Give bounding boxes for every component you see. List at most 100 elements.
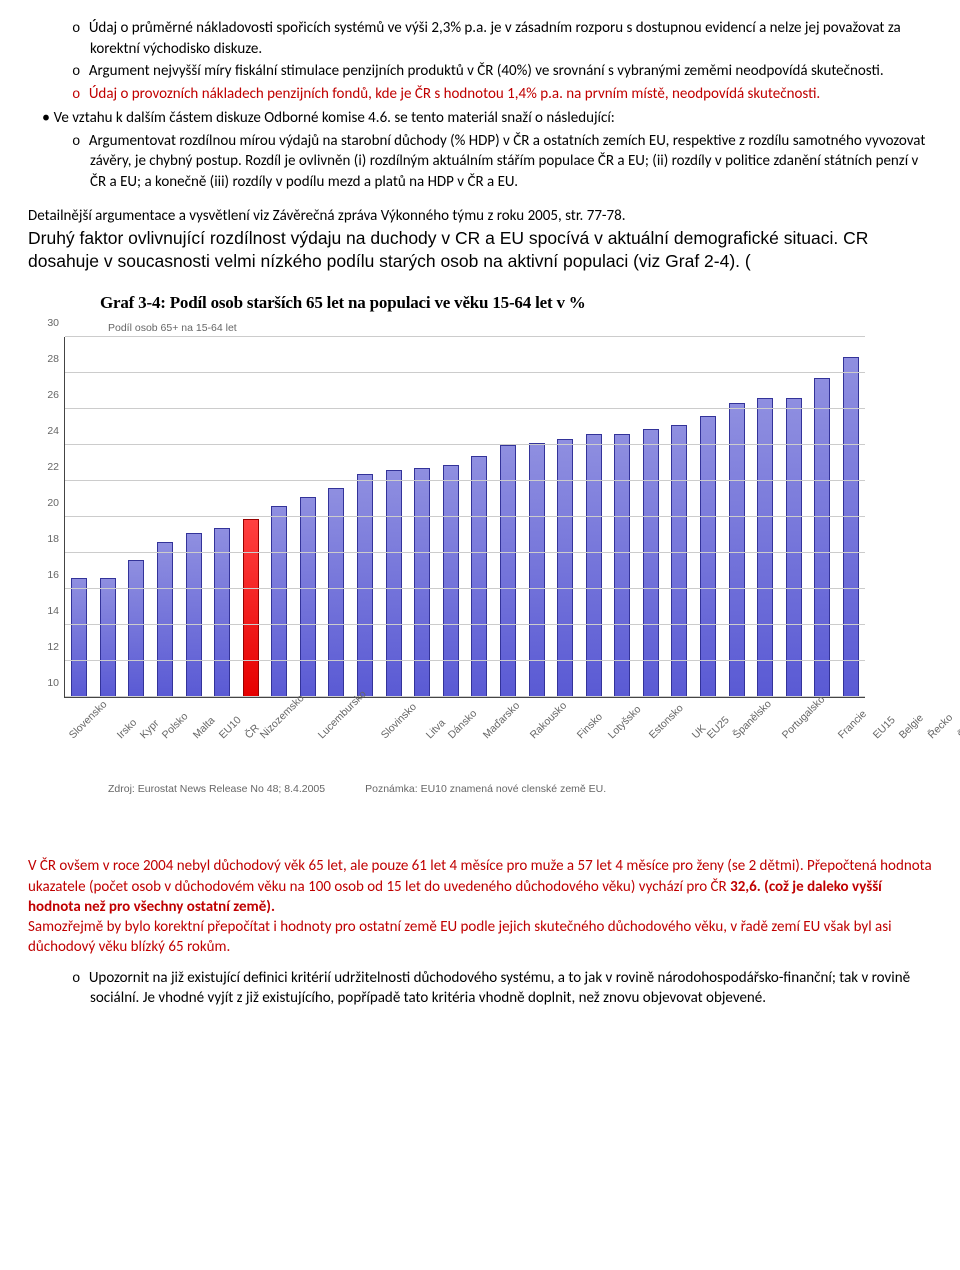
bar-slot	[579, 337, 608, 697]
chart-bar	[786, 398, 802, 697]
y-tick-label: 30	[35, 316, 59, 330]
chart-bar	[357, 474, 373, 697]
chart-bar	[814, 378, 830, 697]
item-text: Údaj o provozních nákladech penzijních f…	[89, 85, 820, 103]
bar-slot	[637, 337, 666, 697]
list-item: Ve vztahu k dalším částem diskuze Odborn…	[28, 107, 932, 192]
bar-slot	[65, 337, 94, 697]
bar-slot	[294, 337, 323, 697]
chart-bar	[757, 398, 773, 697]
chart-bar	[614, 434, 630, 697]
y-tick-label: 16	[35, 568, 59, 582]
y-tick-label: 20	[35, 496, 59, 510]
gridline	[65, 372, 865, 373]
y-tick-label: 22	[35, 460, 59, 474]
bar-slot	[437, 337, 466, 697]
chart-bar	[386, 470, 402, 697]
y-axis-label: Podíl osob 65+ na 15-64 let	[108, 321, 900, 335]
bar-slot	[694, 337, 723, 697]
gridline	[65, 480, 865, 481]
list-item-red: Údaj o provozních nákladech penzijních f…	[28, 84, 932, 105]
chart-note: Poznámka: EU10 znamená nové clenské země…	[365, 782, 606, 796]
chart-bar	[671, 425, 687, 697]
chart-bar	[557, 439, 573, 697]
chart-bar	[414, 468, 430, 697]
y-tick-label: 14	[35, 604, 59, 618]
chart-bar	[586, 434, 602, 697]
bar-slot	[522, 337, 551, 697]
bar-slot	[808, 337, 837, 697]
item-text: Argument nejvyšší míry fiskální stimulac…	[89, 62, 884, 80]
bar-slot	[608, 337, 637, 697]
y-tick-label: 18	[35, 532, 59, 546]
gridline	[65, 444, 865, 445]
chart-bar	[328, 488, 344, 697]
bar-slot	[322, 337, 351, 697]
list-item: Údaj o průměrné nákladovosti spořicích s…	[28, 18, 932, 59]
bar-slot	[351, 337, 380, 697]
bar-slot	[751, 337, 780, 697]
bar-slot	[722, 337, 751, 697]
y-tick-label: 28	[35, 352, 59, 366]
red-text: V ČR ovšem v roce 2004 nebyl důchodový v…	[28, 857, 807, 875]
chart-bar	[729, 403, 745, 697]
chart-bar	[529, 443, 545, 697]
y-tick-label: 26	[35, 388, 59, 402]
x-axis-labels: SlovenskoIrskoKyprPolskoMaltaEU10ČRNizoz…	[64, 704, 864, 782]
bar-slot	[122, 337, 151, 697]
bar-slot	[837, 337, 866, 697]
chart-bar	[643, 429, 659, 697]
y-tick-label: 12	[35, 640, 59, 654]
chart-container: Graf 3-4: Podíl osob starších 65 let na …	[28, 292, 900, 796]
list-item: Upozornit na již existující definici kri…	[28, 968, 932, 1009]
chart-bar	[186, 533, 202, 697]
list-item: Argumentovat rozdílnou mírou výdajů na s…	[58, 131, 932, 192]
chart-bar	[214, 528, 230, 697]
red-paragraph: V ČR ovšem v roce 2004 nebyl důchodový v…	[28, 856, 932, 957]
gridline	[65, 516, 865, 517]
bar-slot	[465, 337, 494, 697]
paragraph-block: Detailnější argumentace a vysvětlení viz…	[28, 206, 932, 274]
bars-row	[65, 337, 865, 697]
bar-slot	[236, 337, 265, 697]
bar-slot	[665, 337, 694, 697]
chart-bar	[700, 416, 716, 697]
list-item: Argument nejvyšší míry fiskální stimulac…	[28, 61, 932, 82]
bar-slot	[151, 337, 180, 697]
red-text: Samozřejmě by bylo korektní přepočítat i…	[28, 918, 892, 956]
bottom-list: Upozornit na již existující definici kri…	[28, 968, 932, 1009]
bar-slot	[551, 337, 580, 697]
bar-slot	[379, 337, 408, 697]
chart-bar	[128, 560, 144, 697]
top-list: Údaj o průměrné nákladovosti spořicích s…	[28, 18, 932, 192]
gridline	[65, 624, 865, 625]
chart-bar	[443, 465, 459, 697]
item-text: Argumentovat rozdílnou mírou výdajů na s…	[89, 132, 926, 191]
chart-bar	[271, 506, 287, 697]
gridline	[65, 552, 865, 553]
chart-bar	[300, 497, 316, 697]
chart-bar	[243, 519, 259, 697]
chart-plot-area: 1012141618202224262830	[64, 337, 865, 698]
bar-slot	[208, 337, 237, 697]
chart-caption-row: Zdroj: Eurostat News Release No 48; 8.4.…	[108, 782, 900, 796]
item-text: Ve vztahu k dalším částem diskuze Odborn…	[54, 109, 615, 127]
item-text: Údaj o průměrné nákladovosti spořicích s…	[89, 19, 901, 58]
chart-bar	[71, 578, 87, 697]
bar-slot	[94, 337, 123, 697]
para-text-arial: Druhý faktor ovlivnující rozdílnost výda…	[28, 228, 868, 272]
item-text: Upozornit na již existující definici kri…	[89, 969, 910, 1008]
gridline	[65, 660, 865, 661]
bar-slot	[779, 337, 808, 697]
y-tick-label: 24	[35, 424, 59, 438]
para-text: Detailnější argumentace a vysvětlení viz…	[28, 207, 626, 225]
bar-slot	[265, 337, 294, 697]
sub-list: Argumentovat rozdílnou mírou výdajů na s…	[58, 131, 932, 192]
gridline	[65, 588, 865, 589]
y-tick-label: 10	[35, 676, 59, 690]
chart-title: Graf 3-4: Podíl osob starších 65 let na …	[100, 292, 900, 315]
chart-bar	[157, 542, 173, 697]
chart-bar	[100, 578, 116, 697]
gridline	[65, 408, 865, 409]
bar-slot	[179, 337, 208, 697]
